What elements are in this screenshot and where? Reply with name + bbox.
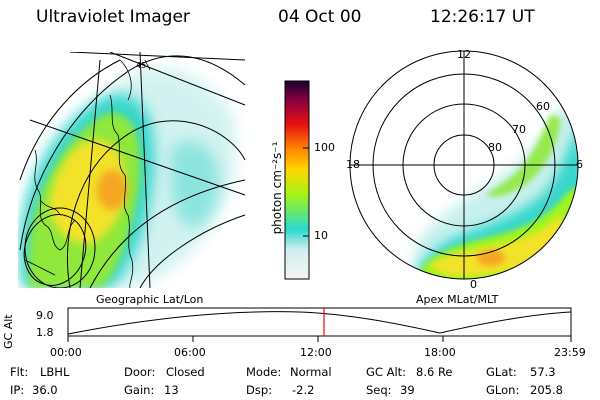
mlt-label-12: 12 xyxy=(457,48,471,61)
mlat-label-60: 60 xyxy=(536,100,550,113)
gain-value: 13 xyxy=(164,383,179,397)
glon-label: GLon: xyxy=(486,383,520,397)
colorbar-tick-100: 100 xyxy=(314,141,335,154)
door-value: Closed xyxy=(166,365,205,379)
orbit-altitude-plot xyxy=(67,307,572,342)
observation-time: 12:26:17 UT xyxy=(430,7,535,27)
mlat-label-80: 80 xyxy=(488,141,502,154)
door-label: Door: xyxy=(124,365,156,379)
ip-value: 36.0 xyxy=(32,383,58,397)
observation-date: 04 Oct 00 xyxy=(278,7,362,27)
aurora-oval-magnetic xyxy=(411,104,578,279)
dsp-label: Dsp: xyxy=(246,383,273,397)
mlt-label-6: 6 xyxy=(576,158,583,171)
magnetic-polar-plot: 12 18 6 0 60 70 80 xyxy=(346,48,583,291)
glat-value: 57.3 xyxy=(530,365,556,379)
geographic-auroral-image: 45 xyxy=(19,52,246,288)
ip-label: IP: xyxy=(10,383,25,397)
left-panel-label: Geographic Lat/Lon xyxy=(96,293,204,306)
orbit-ylabel: GC Alt xyxy=(2,314,15,349)
orbit-ytick-high: 9.0 xyxy=(36,309,54,322)
instrument-title: Ultraviolet Imager xyxy=(36,7,190,27)
aurora-oval-geographic xyxy=(19,52,246,288)
gc-alt-label: GC Alt: xyxy=(366,365,407,379)
mlat-label-70: 70 xyxy=(512,123,526,136)
filter-label: Flt: xyxy=(10,365,29,379)
orbit-xtick-1: 06:00 xyxy=(174,346,206,359)
orbit-xtick-3: 18:00 xyxy=(424,346,456,359)
orbit-xtick-0: 00:00 xyxy=(50,346,82,359)
glon-value: 205.8 xyxy=(530,383,563,397)
colorbar-unit-label: photon cm⁻²s⁻¹ xyxy=(270,141,284,235)
dsp-value: -2.2 xyxy=(292,383,315,397)
gc-alt-value: 8.6 Re xyxy=(416,365,453,379)
right-panel-label: Apex MLat/MLT xyxy=(416,293,499,306)
coastline xyxy=(24,59,151,288)
seq-value: 39 xyxy=(400,383,415,397)
gain-label: Gain: xyxy=(124,383,155,397)
filter-value: LBHL xyxy=(40,365,70,379)
orbit-ytick-low: 1.8 xyxy=(36,326,54,339)
colorbar xyxy=(284,80,310,280)
mode-label: Mode: xyxy=(246,365,282,379)
mode-value: Normal xyxy=(290,365,332,379)
polar-grid xyxy=(349,50,579,280)
grid-label: 45 xyxy=(136,61,146,70)
colorbar-tick-10: 10 xyxy=(314,229,328,242)
mlt-label-18: 18 xyxy=(346,158,360,171)
orbit-xtick-4: 23:59 xyxy=(554,346,586,359)
glat-label: GLat: xyxy=(486,365,517,379)
mlt-label-0: 0 xyxy=(470,278,477,291)
seq-label: Seq: xyxy=(366,383,392,397)
orbit-xtick-2: 12:00 xyxy=(300,346,332,359)
